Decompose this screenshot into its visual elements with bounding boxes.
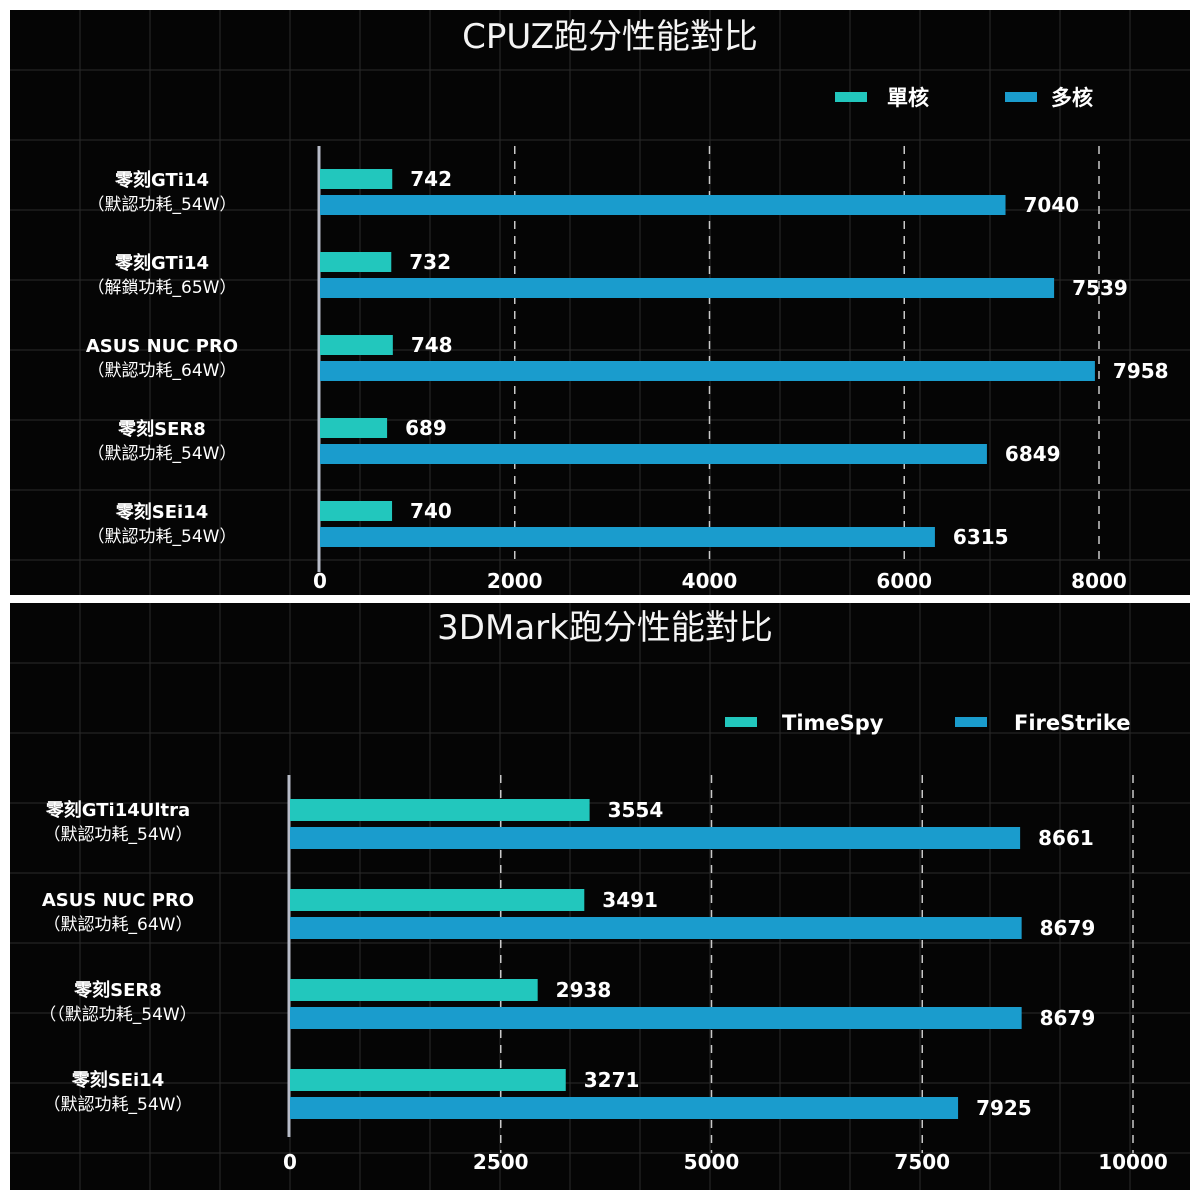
data-label: 748: [411, 333, 453, 357]
legend-label-1: 單核: [887, 86, 929, 110]
data-label: 7040: [1024, 193, 1080, 217]
cpuz-chart-panel: CPUZ跑分性能對比單核 多核 0 2000 4000 6000 8000 零刻GTi14 （默…: [10, 10, 1190, 595]
3dmark-chart: 3DMark跑分性能對比 TimeSpy FireStrike 0 2500 5000 75…: [10, 603, 1190, 1190]
bar-series2: [320, 444, 987, 464]
bar-series2: [320, 361, 1095, 381]
legend-swatch-2: [1005, 92, 1037, 102]
chart-title: 3DMark跑分性能對比: [437, 608, 773, 648]
legend-label-2: FireStrike: [1014, 711, 1131, 735]
category-label: 零刻SEi14: [115, 501, 208, 523]
data-label: 742: [410, 167, 452, 191]
data-label: 3271: [584, 1068, 640, 1092]
bar-series2: [290, 917, 1022, 939]
data-label: 2938: [556, 978, 612, 1002]
bar-series2: [320, 278, 1055, 298]
x-tick-label: 0: [283, 1150, 297, 1174]
data-label: 3554: [608, 798, 664, 822]
category-sublabel: （默認功耗_54W）: [88, 444, 237, 464]
data-label: 8679: [1040, 916, 1096, 940]
category-label: 零刻GTi14: [114, 252, 209, 274]
bar-series1: [290, 1069, 566, 1091]
legend-swatch-1: [725, 717, 757, 727]
bar-series1: [320, 501, 393, 521]
x-tick-label: 10000: [1098, 1150, 1168, 1174]
background-grid: [10, 10, 1190, 595]
category-sublabel: （默認功耗_54W）: [44, 825, 193, 845]
data-label: 689: [405, 416, 447, 440]
legend-swatch-2: [955, 717, 987, 727]
bar-series1: [320, 418, 388, 438]
x-tick-label: 2000: [487, 569, 543, 593]
category-label: 零刻GTi14Ultra: [45, 799, 190, 821]
legend-swatch-1: [835, 92, 867, 102]
bar-series1: [290, 889, 585, 911]
category-label: 零刻SER8: [117, 418, 206, 440]
bar-series1: [290, 799, 590, 821]
data-label: 7958: [1113, 359, 1169, 383]
3dmark-chart-panel: 3DMark跑分性能對比 TimeSpy FireStrike 0 2500 5000 75…: [10, 603, 1190, 1190]
data-label: 8661: [1038, 826, 1094, 850]
category-sublabel: （解鎖功耗_65W）: [88, 278, 237, 298]
x-tick-label: 7500: [894, 1150, 950, 1174]
data-label: 732: [409, 250, 451, 274]
data-label: 7925: [976, 1096, 1032, 1120]
bar-series2: [320, 195, 1006, 215]
category-sublabel: （默認功耗_54W）: [88, 527, 237, 547]
category-label: 零刻GTi14: [114, 169, 209, 191]
x-tick-label: 2500: [473, 1150, 529, 1174]
bar-series1: [320, 169, 393, 189]
data-label: 7539: [1072, 276, 1128, 300]
category-label: 零刻SEi14: [71, 1069, 164, 1091]
bar-series2: [290, 1097, 959, 1119]
chart-title: CPUZ跑分性能對比: [462, 17, 758, 57]
bar-series1: [320, 335, 393, 355]
data-label: 3491: [602, 888, 658, 912]
bar-series2: [290, 827, 1021, 849]
bar-series2: [320, 527, 935, 547]
x-tick-label: 5000: [684, 1150, 740, 1174]
category-sublabel: （默認功耗_64W）: [88, 361, 237, 381]
category-label: ASUS NUC PRO: [42, 890, 194, 911]
bar-series1: [320, 252, 392, 272]
category-sublabel: （默認功耗_54W）: [44, 1095, 193, 1115]
data-label: 8679: [1040, 1006, 1096, 1030]
data-label: 740: [410, 499, 452, 523]
legend-label-2: 多核: [1051, 86, 1093, 110]
category-label: 零刻SER8: [73, 979, 162, 1001]
category-sublabel: （默認功耗_54W）: [88, 195, 237, 215]
x-tick-label: 6000: [876, 569, 932, 593]
category-label: ASUS NUC PRO: [86, 336, 238, 357]
category-sublabel: （（默認功耗_54W）: [39, 1005, 196, 1025]
x-tick-label: 8000: [1071, 569, 1127, 593]
x-tick-label: 0: [313, 569, 327, 593]
bar-series1: [290, 979, 538, 1001]
x-tick-label: 4000: [682, 569, 738, 593]
data-label: 6849: [1005, 442, 1061, 466]
bar-series2: [290, 1007, 1022, 1029]
data-label: 6315: [953, 525, 1009, 549]
category-sublabel: （默認功耗_64W）: [44, 915, 193, 935]
legend-label-1: TimeSpy: [782, 711, 884, 735]
